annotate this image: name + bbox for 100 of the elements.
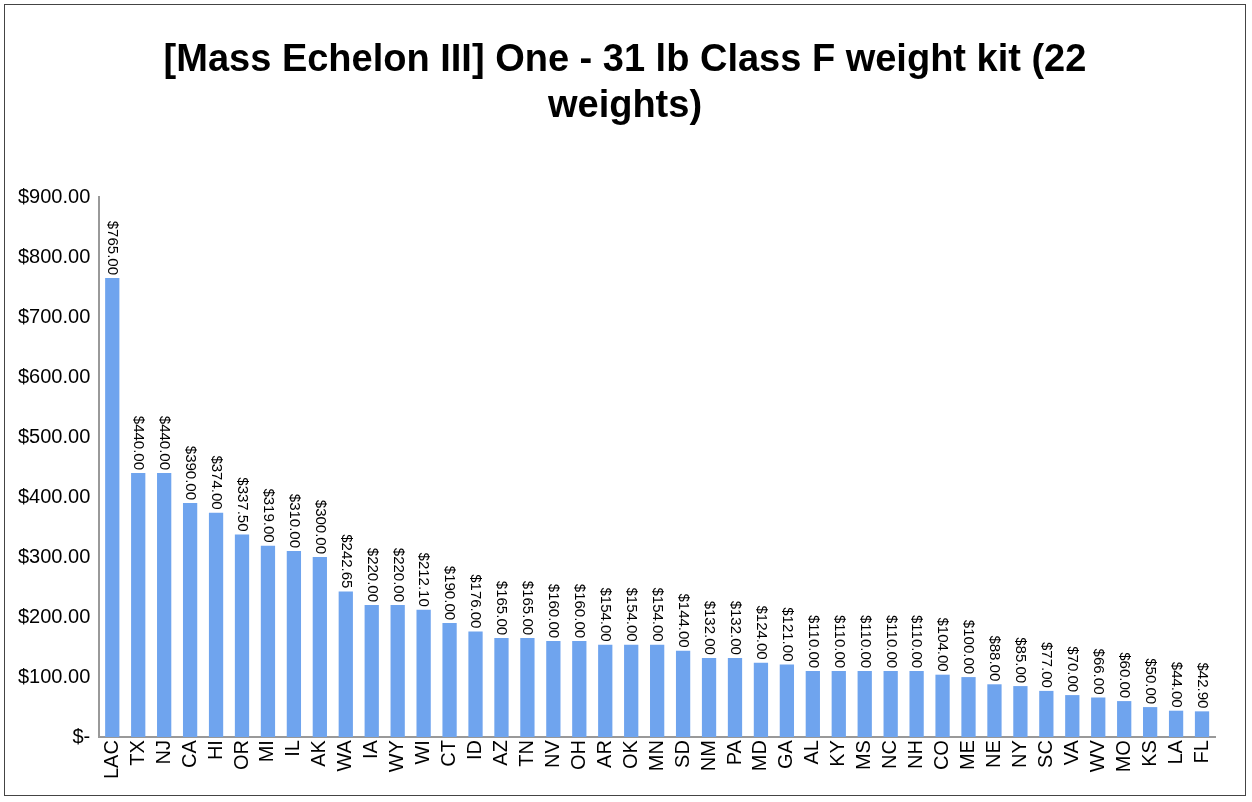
y-tick-label: $700.00 bbox=[18, 304, 91, 327]
x-tick-label: AK bbox=[307, 739, 330, 767]
bar bbox=[131, 473, 146, 738]
bar bbox=[1117, 701, 1132, 738]
bar bbox=[727, 657, 743, 738]
bar bbox=[234, 534, 250, 738]
x-tick-label: WA bbox=[333, 739, 356, 772]
bar bbox=[105, 278, 120, 738]
data-label: $144.00 bbox=[675, 593, 693, 648]
y-tick-label: $300.00 bbox=[18, 544, 91, 567]
bar bbox=[624, 644, 639, 738]
bar bbox=[182, 503, 198, 738]
data-label: $242.65 bbox=[338, 534, 356, 589]
x-tick-label: MS bbox=[852, 740, 875, 771]
bar bbox=[338, 591, 353, 738]
data-label: $310.00 bbox=[286, 493, 304, 549]
bar bbox=[935, 674, 950, 738]
bar bbox=[701, 657, 717, 738]
data-label: $110.00 bbox=[857, 614, 875, 669]
bar bbox=[883, 671, 898, 738]
data-label: $160.00 bbox=[572, 583, 590, 639]
bar bbox=[753, 662, 769, 738]
bar bbox=[831, 671, 846, 738]
data-label: $337.50 bbox=[234, 477, 252, 532]
data-label: $190.00 bbox=[442, 565, 460, 621]
data-label: $220.00 bbox=[364, 547, 382, 603]
bar bbox=[805, 671, 820, 738]
bar bbox=[494, 638, 509, 738]
x-tick-label: CO bbox=[930, 740, 953, 771]
x-tick-label: OK bbox=[618, 739, 641, 769]
bar bbox=[520, 638, 535, 738]
data-label: $44.00 bbox=[1168, 661, 1186, 708]
data-label: $212.10 bbox=[416, 552, 434, 607]
data-label: $154.00 bbox=[598, 587, 616, 642]
bar bbox=[650, 644, 665, 738]
data-label: $165.00 bbox=[520, 580, 538, 636]
data-label: $121.00 bbox=[779, 607, 797, 662]
y-tick-label: $900.00 bbox=[18, 184, 91, 207]
x-tick-label: CA bbox=[177, 739, 200, 768]
data-label: $70.00 bbox=[1065, 646, 1083, 693]
x-tick-label: TX bbox=[125, 740, 148, 766]
y-tick-label: $- bbox=[72, 724, 91, 747]
x-tick-label: OH bbox=[566, 740, 589, 771]
data-label: $124.00 bbox=[753, 605, 771, 660]
data-label: $440.00 bbox=[131, 415, 149, 471]
data-label: $100.00 bbox=[961, 619, 979, 675]
x-tick-label: IA bbox=[359, 739, 382, 759]
x-tick-label: FL bbox=[1189, 740, 1212, 764]
y-tick-label: $500.00 bbox=[18, 424, 91, 447]
data-label: $88.00 bbox=[987, 635, 1005, 682]
bar bbox=[260, 545, 276, 738]
x-tick-label: NM bbox=[696, 740, 719, 772]
x-tick-label: KS bbox=[1137, 740, 1160, 767]
bar bbox=[572, 641, 587, 738]
data-label: $374.00 bbox=[208, 455, 226, 510]
bar bbox=[286, 551, 302, 738]
x-tick-label: KY bbox=[826, 740, 849, 767]
y-tick-label: $400.00 bbox=[18, 484, 91, 507]
bar bbox=[987, 684, 1002, 738]
x-tick-label: CT bbox=[437, 740, 460, 767]
x-tick-label: IL bbox=[281, 740, 304, 757]
x-tick-label: WI bbox=[411, 740, 434, 765]
x-tick-label: NH bbox=[904, 740, 927, 769]
x-tick-label: MD bbox=[748, 740, 771, 772]
bar bbox=[961, 677, 976, 738]
data-label: $85.00 bbox=[1013, 637, 1031, 684]
data-label: $154.00 bbox=[650, 587, 668, 642]
data-label: $110.00 bbox=[831, 614, 849, 669]
data-label: $60.00 bbox=[1117, 652, 1135, 699]
data-label: $110.00 bbox=[883, 614, 901, 669]
x-tick-label: NE bbox=[981, 740, 1004, 768]
data-label: $110.00 bbox=[805, 614, 823, 669]
data-label: $104.00 bbox=[935, 617, 953, 672]
x-tick-label: ME bbox=[956, 740, 979, 771]
bar bbox=[1013, 686, 1028, 738]
y-tick-label: $800.00 bbox=[18, 244, 91, 267]
data-label: $154.00 bbox=[624, 587, 642, 642]
x-tick-label: NC bbox=[878, 740, 901, 769]
data-label: $132.00 bbox=[701, 600, 719, 655]
data-label: $220.00 bbox=[390, 547, 408, 603]
data-label: $319.00 bbox=[260, 488, 278, 543]
bar bbox=[390, 605, 405, 738]
data-label: $50.00 bbox=[1142, 658, 1160, 705]
x-tick-label: LA bbox=[1163, 739, 1186, 765]
data-label: $440.00 bbox=[157, 415, 175, 471]
data-label: $765.00 bbox=[105, 220, 123, 276]
data-label: $42.90 bbox=[1194, 662, 1212, 709]
bar bbox=[675, 650, 691, 738]
x-tick-label: LAC bbox=[99, 740, 122, 779]
x-tick-label: MO bbox=[1111, 740, 1134, 773]
bar bbox=[1065, 695, 1080, 738]
x-tick-label: TN bbox=[514, 740, 537, 767]
bar bbox=[416, 609, 431, 738]
chart-title: [Mass Echelon III] One - 31 lb Class F weight kit (22 weights) bbox=[162, 36, 1088, 127]
y-tick-label: $200.00 bbox=[18, 604, 91, 627]
bar bbox=[1039, 690, 1054, 738]
data-label: $110.00 bbox=[909, 614, 927, 669]
bar bbox=[442, 623, 457, 738]
bar bbox=[1194, 711, 1210, 738]
y-tick-label: $100.00 bbox=[18, 664, 91, 687]
